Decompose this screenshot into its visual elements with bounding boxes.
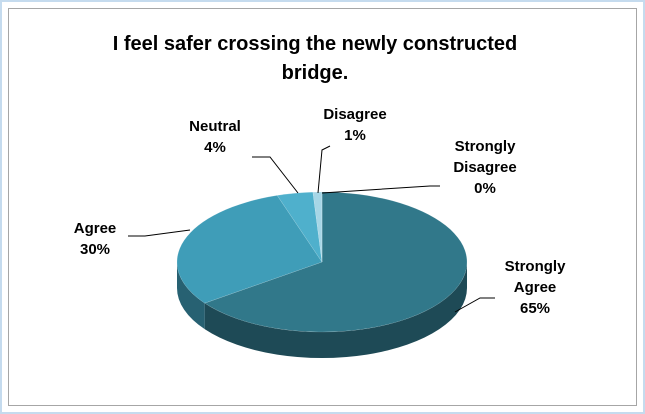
leader-line	[321, 185, 440, 194]
data-label: Strongly Disagree 0%	[430, 136, 540, 199]
data-label: Disagree 1%	[310, 104, 400, 146]
data-label: Agree 30%	[60, 218, 130, 260]
slice-side	[204, 262, 467, 358]
category-label: Strongly Disagree	[453, 138, 517, 176]
leader-line	[454, 297, 495, 313]
category-label: Neutral	[189, 118, 241, 135]
value-label: 1%	[344, 127, 366, 144]
category-label: Strongly Agree	[504, 258, 566, 296]
slice	[176, 195, 323, 304]
value-label: 30%	[79, 241, 111, 258]
category-label: Disagree	[323, 106, 387, 123]
data-label: Neutral 4%	[180, 116, 250, 158]
slice	[312, 191, 323, 263]
leader-line	[252, 156, 299, 194]
chart-title: I feel safer crossing the newly construc…	[112, 33, 518, 84]
category-label: Agree	[73, 220, 117, 237]
value-label: 65%	[519, 300, 551, 317]
leader-line	[128, 229, 191, 237]
slice	[276, 191, 323, 263]
value-label: 4%	[204, 139, 226, 156]
data-label: Strongly Agree 65%	[492, 256, 578, 319]
slice-side	[177, 262, 205, 330]
leader-line	[317, 145, 331, 194]
value-label: 0%	[474, 180, 496, 197]
slice	[204, 191, 468, 333]
